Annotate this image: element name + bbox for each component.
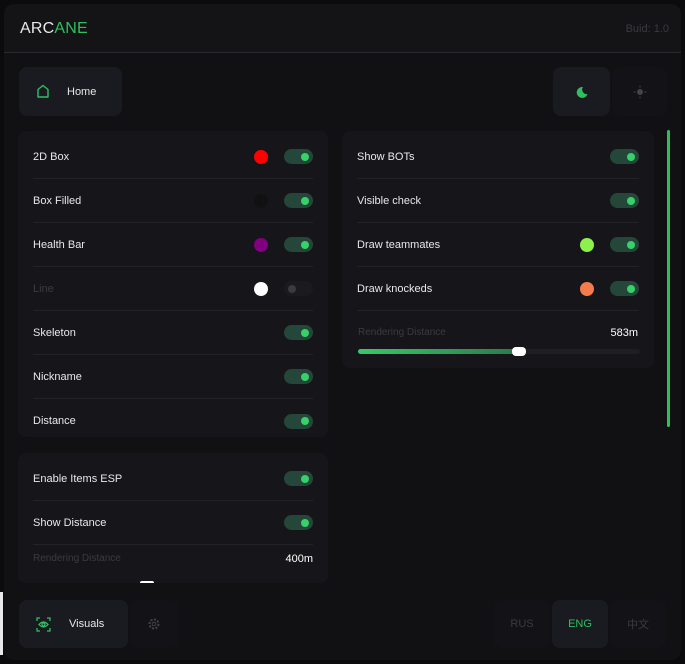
logo-text-accent: ANE: [54, 20, 88, 37]
setting-row: Line: [33, 267, 313, 311]
toggle-switch[interactable]: [284, 369, 313, 384]
header: ARCANE Buid: 1.0: [4, 4, 681, 53]
bots-distance-value: 583m: [610, 327, 638, 339]
setting-label: Draw teammates: [357, 238, 441, 251]
color-picker[interactable]: [254, 281, 268, 296]
setting-row: Health Bar: [33, 223, 313, 267]
color-picker[interactable]: [580, 237, 594, 252]
items-esp-card: Rendering Distance 400m Enable Items ESP…: [18, 453, 328, 583]
visuals-button[interactable]: Visuals: [19, 600, 128, 648]
toggle-switch[interactable]: [610, 237, 639, 252]
player-esp-card: 2D Box Box Filled Health Bar Line Skeleton Ni…: [18, 131, 328, 437]
gear-icon: [148, 618, 160, 630]
setting-label: Show Distance: [33, 516, 107, 529]
visuals-label: Visuals: [69, 618, 105, 630]
setting-row: Show BOTs: [357, 135, 639, 179]
home-icon: [37, 84, 49, 98]
setting-label: Draw knockeds: [357, 282, 433, 295]
setting-row: Box Filled: [33, 179, 313, 223]
setting-row: Show Distance: [33, 501, 313, 545]
toggle-switch[interactable]: [284, 515, 313, 530]
toggle-switch[interactable]: [284, 325, 313, 340]
setting-label: Line: [33, 282, 54, 295]
sun-icon: [633, 85, 646, 98]
toggle-switch[interactable]: [610, 281, 639, 296]
color-picker[interactable]: [254, 193, 268, 208]
setting-row: Skeleton: [33, 311, 313, 355]
toggle-switch[interactable]: [284, 471, 313, 486]
toggle-switch[interactable]: [284, 237, 313, 252]
setting-row: Draw teammates: [357, 223, 639, 267]
scrollbar[interactable]: [667, 130, 670, 427]
dark-theme-button[interactable]: [553, 67, 610, 116]
items-distance-value: 400m: [285, 553, 313, 565]
logo: ARCANE: [20, 20, 88, 38]
language-button[interactable]: 中文: [610, 600, 666, 648]
toggle-switch[interactable]: [610, 193, 639, 208]
setting-row: Draw knockeds: [357, 267, 639, 311]
language-label: ENG: [568, 618, 592, 630]
bots-distance-slider[interactable]: [358, 347, 640, 356]
color-picker[interactable]: [580, 281, 594, 296]
color-picker[interactable]: [254, 237, 268, 252]
setting-row: Visible check: [357, 179, 639, 223]
setting-label: Health Bar: [33, 238, 85, 251]
language-button[interactable]: RUS: [494, 600, 550, 648]
eye-scan-icon: [36, 616, 51, 632]
language-button[interactable]: ENG: [552, 600, 608, 648]
setting-label: Skeleton: [33, 326, 76, 339]
toggle-switch[interactable]: [284, 281, 313, 296]
setting-label: Enable Items ESP: [33, 472, 123, 485]
language-label: 中文: [627, 619, 649, 631]
edge-marker: [0, 592, 3, 655]
home-label: Home: [67, 85, 97, 98]
home-button[interactable]: Home: [19, 67, 122, 116]
setting-label: Nickname: [33, 370, 82, 383]
app-window: ARCANE Buid: 1.0 Home 2D Box Box Filled He…: [4, 4, 681, 660]
setting-label: Visible check: [357, 194, 421, 207]
setting-row: 2D Box: [33, 135, 313, 179]
setting-label: Show BOTs: [357, 150, 415, 163]
setting-label: Box Filled: [33, 194, 82, 207]
setting-row: Distance: [33, 399, 313, 437]
build-version: Buid: 1.0: [625, 23, 669, 35]
moon-icon: [576, 86, 587, 98]
color-picker[interactable]: [254, 149, 268, 164]
slider-fill: [358, 349, 519, 354]
items-distance-label: Rendering Distance: [33, 553, 121, 564]
setting-row: Nickname: [33, 355, 313, 399]
bots-card: Rendering Distance 583m Show BOTs Visible…: [342, 131, 654, 368]
toggle-switch[interactable]: [610, 149, 639, 164]
toggle-switch[interactable]: [284, 413, 313, 429]
setting-label: Distance: [33, 415, 76, 427]
logo-text: ARC: [20, 20, 55, 37]
light-theme-button[interactable]: [612, 67, 667, 116]
toggle-switch[interactable]: [284, 193, 313, 208]
setting-row: Enable Items ESP: [33, 457, 313, 501]
bots-distance-label: Rendering Distance: [358, 327, 446, 338]
language-label: RUS: [510, 618, 534, 630]
slider-thumb[interactable]: [511, 347, 526, 356]
toggle-switch[interactable]: [284, 149, 313, 164]
settings-button[interactable]: [130, 600, 178, 648]
items-distance-slider-thumb[interactable]: [140, 581, 154, 583]
setting-label: 2D Box: [33, 150, 70, 163]
